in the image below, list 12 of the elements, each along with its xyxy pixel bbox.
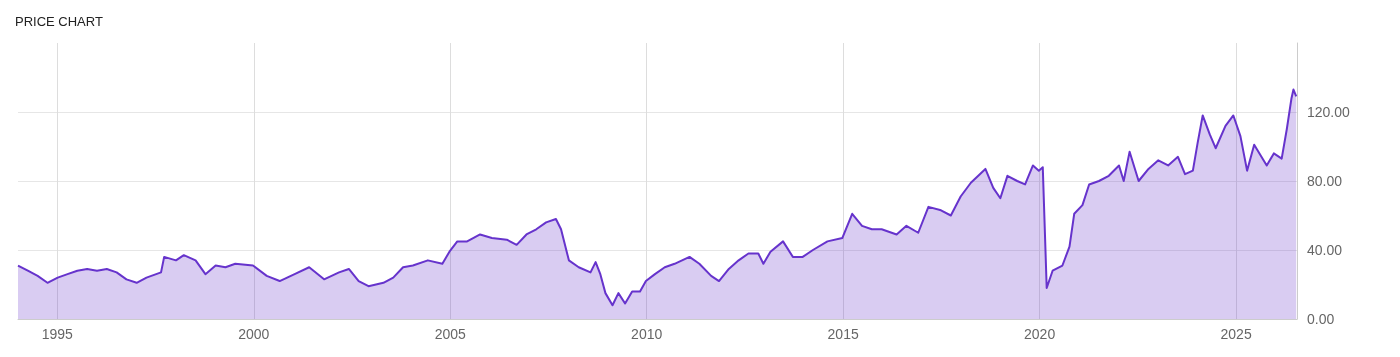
x-tick-label: 2015 [827,326,859,342]
x-tick-label: 1995 [41,326,74,342]
y-tick-label: 80.00 [1307,173,1343,189]
y-tick-label: 120.00 [1307,104,1351,120]
x-tick-label: 2005 [434,326,467,342]
x-tick-label: 2020 [1024,326,1056,342]
x-tick-label: 2000 [238,326,270,342]
y-tick-label: 0.00 [1307,311,1335,327]
y-tick-label: 40.00 [1307,242,1343,258]
chart-title: PRICE CHART [15,14,103,29]
x-tick-label: 2010 [631,326,663,342]
x-tick-label: 2025 [1220,326,1252,342]
